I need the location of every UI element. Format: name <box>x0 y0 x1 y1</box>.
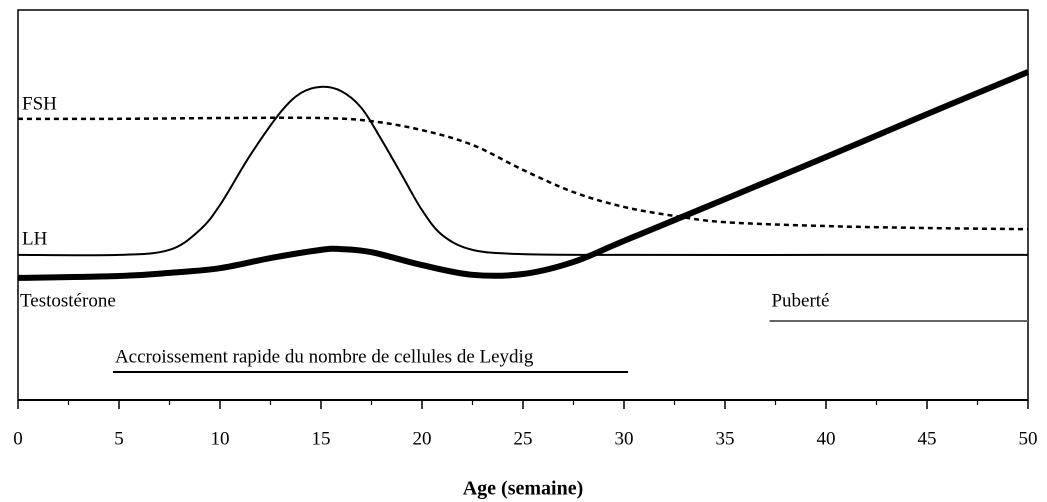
x-tick-label: 40 <box>817 428 836 449</box>
series-label: Testostérone <box>20 290 116 311</box>
annotation-text: Puberté <box>771 290 829 311</box>
series-line <box>17 69 1030 281</box>
x-tick-label: 50 <box>1019 428 1038 449</box>
x-tick-label: 25 <box>514 428 533 449</box>
x-tick-label: 0 <box>13 428 23 449</box>
x-tick-label: 15 <box>312 428 331 449</box>
x-tick-label: 35 <box>716 428 735 449</box>
plot-frame <box>17 9 1029 401</box>
series-line <box>17 85 1028 257</box>
x-tick-label: 45 <box>918 428 937 449</box>
x-tick-label: 30 <box>615 428 634 449</box>
x-tick-label: 20 <box>413 428 432 449</box>
x-tick-label: 10 <box>211 428 230 449</box>
x-tick-label: 5 <box>114 428 124 449</box>
series-label: LH <box>22 228 48 249</box>
series-line <box>17 116 1029 231</box>
x-axis-title: Age (semaine) <box>463 478 584 500</box>
series-label: FSH <box>22 93 57 114</box>
annotation-text: Accroissement rapide du nombre de cellul… <box>115 346 534 367</box>
